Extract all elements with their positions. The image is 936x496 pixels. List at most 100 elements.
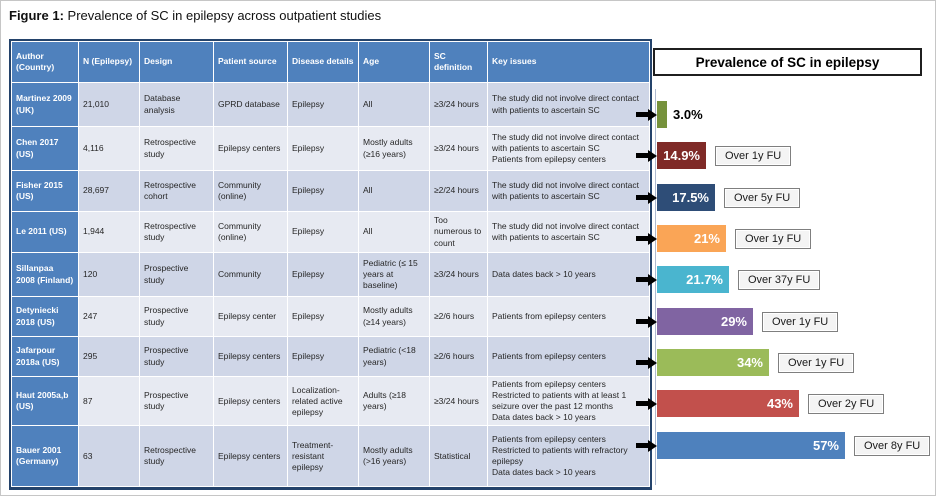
bar-value-label: 57% xyxy=(812,438,839,453)
chart-bar-row: 21.7% Over 37y FU xyxy=(636,266,821,293)
table-row: Le 2011 (US) 1,944 Retrospective study Comm… xyxy=(12,212,649,252)
bar-value-label: 21.7% xyxy=(686,272,723,287)
n-cell: 1,944 xyxy=(79,212,139,252)
n-cell: 28,697 xyxy=(79,171,139,211)
source-cell: Epilepsy centers xyxy=(214,127,287,170)
key-issue-line: Patients from epilepsy centers xyxy=(492,434,606,445)
followup-label: Over 2y FU xyxy=(808,393,885,414)
followup-label: Over 1y FU xyxy=(735,228,812,249)
disease-cell: Epilepsy xyxy=(288,127,358,170)
table-row: Fisher 2015 (US) 28,697 Retrospective coho… xyxy=(12,171,649,211)
sc-definition-cell: ≥2/6 hours xyxy=(430,337,487,376)
followup-label: Over 8y FU xyxy=(854,435,931,456)
source-cell: Community (online) xyxy=(214,212,287,252)
chart-bar-row: 29% Over 1y FU xyxy=(636,308,839,335)
prevalence-bar: 21% xyxy=(657,225,726,252)
source-cell: Epilepsy center xyxy=(214,297,287,336)
age-cell: Mostly adults (≥16 years) xyxy=(359,127,429,170)
design-cell: Retrospective study xyxy=(140,426,213,487)
sc-definition-cell: ≥3/24 hours xyxy=(430,83,487,126)
prevalence-bar: 14.9% xyxy=(657,142,706,169)
source-cell: Community (online) xyxy=(214,171,287,211)
key-issue-line: Data dates back > 10 years xyxy=(492,467,596,478)
design-cell: Prospective study xyxy=(140,253,213,296)
prevalence-bar: 43% xyxy=(657,390,799,417)
table-header-row: Author (Country) N (Epilepsy) Design Patien… xyxy=(12,42,649,82)
chart-bar-row: 14.9% Over 1y FU xyxy=(636,142,792,169)
bar-value-label: 34% xyxy=(736,355,763,370)
bar-value-label: 43% xyxy=(766,396,793,411)
followup-label: Over 1y FU xyxy=(778,352,855,373)
key-issues-cell: Patients from epilepsy centers xyxy=(488,337,649,376)
chart-title: Prevalence of SC in epilepsy xyxy=(653,48,922,76)
key-issues-cell: The study did not involve direct contact… xyxy=(488,171,649,211)
key-issues-cell: Patients from epilepsy centers Restricted… xyxy=(488,426,649,487)
author-cell: Le 2011 (US) xyxy=(12,212,78,252)
column-header: Design xyxy=(140,42,213,82)
sc-definition-cell: Too numerous to count xyxy=(430,212,487,252)
chart-bar-row: 17.5% Over 5y FU xyxy=(636,184,801,211)
author-cell: Martinez 2009 (UK) xyxy=(12,83,78,126)
key-issue-line: The study did not involve direct contact… xyxy=(492,93,639,115)
key-issue-line: Data dates back > 10 years xyxy=(492,412,596,423)
sc-definition-cell: ≥3/24 hours xyxy=(430,377,487,426)
bar-value-label: 29% xyxy=(720,314,747,329)
n-cell: 295 xyxy=(79,337,139,376)
source-cell: GPRD database xyxy=(214,83,287,126)
key-issue-line: The study did not involve direct contact… xyxy=(492,131,639,153)
prevalence-bar: 21.7% xyxy=(657,266,729,293)
source-cell: Epilepsy centers xyxy=(214,337,287,376)
prevalence-bar: 29% xyxy=(657,308,753,335)
key-issues-cell: The study did not involve direct contact… xyxy=(488,83,649,126)
key-issues-cell: Data dates back > 10 years xyxy=(488,253,649,296)
key-issue-line: Data dates back > 10 years xyxy=(492,268,596,279)
source-cell: Epilepsy centers xyxy=(214,377,287,426)
age-cell: Adults (≥18 years) xyxy=(359,377,429,426)
age-cell: All xyxy=(359,171,429,211)
design-cell: Prospective study xyxy=(140,337,213,376)
chart-axis-line xyxy=(655,89,656,485)
prevalence-bar xyxy=(657,101,667,128)
disease-cell: Epilepsy xyxy=(288,337,358,376)
design-cell: Retrospective study xyxy=(140,212,213,252)
source-cell: Epilepsy centers xyxy=(214,426,287,487)
key-issue-line: Restricted to patients with at least 1 s… xyxy=(492,390,627,412)
design-cell: Retrospective study xyxy=(140,127,213,170)
prevalence-bar: 34% xyxy=(657,349,769,376)
n-cell: 4,116 xyxy=(79,127,139,170)
key-issue-line: Patients from epilepsy centers xyxy=(492,350,606,361)
n-cell: 247 xyxy=(79,297,139,336)
author-cell: Chen 2017 (US) xyxy=(12,127,78,170)
key-issue-line: Restricted to patients with refractory e… xyxy=(492,445,628,467)
disease-cell: Epilepsy xyxy=(288,253,358,296)
n-cell: 63 xyxy=(79,426,139,487)
disease-cell: Treatment-resistant epilepsy xyxy=(288,426,358,487)
source-cell: Community xyxy=(214,253,287,296)
column-header: Author (Country) xyxy=(12,42,78,82)
age-cell: Mostly adults (>16 years) xyxy=(359,426,429,487)
table-row: Sillanpaa 2008 (Finland) 120 Prospective s… xyxy=(12,253,649,296)
author-cell: Detyniecki 2018 (US) xyxy=(12,297,78,336)
key-issues-cell: The study did not involve direct contact… xyxy=(488,212,649,252)
age-cell: All xyxy=(359,83,429,126)
chart-bar-row: 21% Over 1y FU xyxy=(636,225,812,252)
bar-value-label: 14.9% xyxy=(663,148,700,163)
followup-label: Over 1y FU xyxy=(715,145,792,166)
column-header: Patient source xyxy=(214,42,287,82)
key-issue-line: The study did not involve direct contact… xyxy=(492,220,639,242)
column-header: SC definition xyxy=(430,42,487,82)
key-issues-cell: The study did not involve direct contact… xyxy=(488,127,649,170)
column-header: Key issues xyxy=(488,42,649,82)
author-cell: Haut 2005a,b (US) xyxy=(12,377,78,426)
n-cell: 120 xyxy=(79,253,139,296)
sc-definition-cell: ≥2/24 hours xyxy=(430,171,487,211)
bar-value-label: 21% xyxy=(693,231,720,246)
figure-title-bold: Figure 1: xyxy=(9,8,64,23)
column-header: Disease details xyxy=(288,42,358,82)
sc-definition-cell: ≥2/6 hours xyxy=(430,297,487,336)
key-issue-line: The study did not involve direct contact… xyxy=(492,179,639,201)
disease-cell: Epilepsy xyxy=(288,297,358,336)
figure-title-text: Prevalence of SC in epilepsy across outp… xyxy=(63,8,382,23)
design-cell: Database analysis xyxy=(140,83,213,126)
